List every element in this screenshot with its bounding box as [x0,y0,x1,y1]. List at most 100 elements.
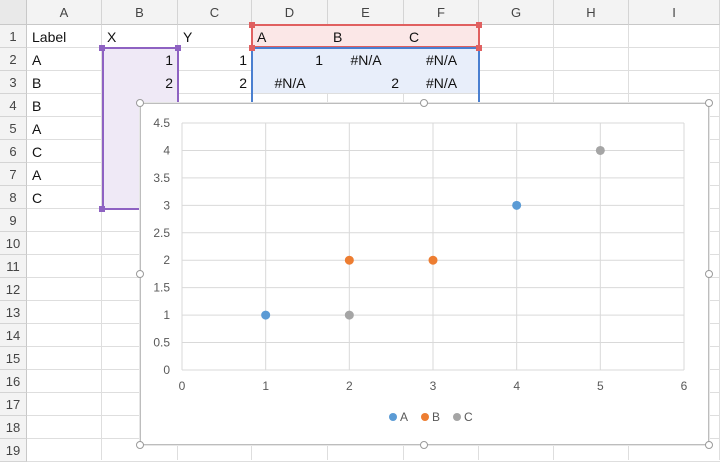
header-range-handle-0[interactable] [249,22,255,28]
header-range-handle-2[interactable] [249,45,255,51]
data-point-c [344,310,354,320]
x-range-handle-1[interactable] [175,45,181,51]
cell-a1[interactable]: Label [32,28,67,45]
x-tick-label: 3 [430,379,437,393]
y-tick-label: 3.5 [153,171,170,185]
legend-label-c: C [464,410,473,424]
data-point-b [428,255,438,265]
cell-b1[interactable]: X [107,28,117,45]
data-point-b [344,255,354,265]
row-header-1[interactable]: 1 [0,25,27,48]
cell-a2[interactable]: A [32,51,42,68]
y-tick-label: 0 [163,363,170,377]
y-tick-label: 4 [163,143,170,157]
cell-a6[interactable]: C [32,143,43,160]
chart-resize-handle-br[interactable] [705,441,713,449]
row-header-2[interactable]: 2 [0,48,27,71]
x-range-handle-0[interactable] [99,45,105,51]
y-tick-label: 1 [163,308,170,322]
y-tick-label: 3 [163,198,170,212]
row-header-6[interactable]: 6 [0,140,27,163]
y-tick-label: 2.5 [153,226,170,240]
chart-resize-handle-tl[interactable] [136,99,144,107]
cell-d3[interactable]: #N/A [274,74,306,91]
cell-f3[interactable]: #N/A [425,74,458,91]
column-header-a[interactable]: A [27,0,102,25]
cell-e2[interactable]: #N/A [350,51,382,68]
cell-c1[interactable]: Y [183,28,193,45]
x-range-handle-2[interactable] [99,206,105,212]
chart-resize-handle-tr[interactable] [705,99,713,107]
x-tick-label: 5 [597,379,604,393]
row-header-4[interactable]: 4 [0,94,27,117]
legend-label-a: A [400,410,408,424]
row-header-14[interactable]: 14 [0,324,27,347]
cell-d1[interactable]: A [257,28,267,45]
legend-marker-c [453,413,461,421]
grid-line [27,93,720,94]
row-header-7[interactable]: 7 [0,163,27,186]
cell-a4[interactable]: B [32,97,42,114]
chart-plot: 0 1 2 3 4 5 6 0 0.5 1 1.5 2 2.5 3 3.5 4 4.5 A B C [153,116,688,424]
data-point-a [261,310,271,320]
cell-d2[interactable]: 1 [315,51,323,68]
cell-b3[interactable]: 2 [165,74,173,91]
row-header-3[interactable]: 3 [0,71,27,94]
row-header-5[interactable]: 5 [0,117,27,140]
column-header-d[interactable]: D [252,0,328,25]
x-tick-label: 2 [346,379,353,393]
cell-e1[interactable]: B [333,28,343,45]
cell-a8[interactable]: C [32,189,43,206]
data-point-a [512,200,522,210]
cell-c3[interactable]: 2 [239,74,247,91]
grid-line [101,25,102,460]
cell-e3[interactable]: 2 [391,74,399,91]
value-range-fill [252,48,478,93]
row-header-13[interactable]: 13 [0,301,27,324]
x-tick-label: 1 [262,379,269,393]
y-tick-label: 1.5 [153,281,170,295]
cell-f2[interactable]: #N/A [425,51,458,68]
row-header-15[interactable]: 15 [0,347,27,370]
y-tick-label: 2 [163,253,170,267]
chart-resize-handle-bl[interactable] [136,441,144,449]
row-header-12[interactable]: 12 [0,278,27,301]
x-tick-label: 0 [179,379,186,393]
y-tick-label: 0.5 [153,336,170,350]
cell-b2[interactable]: 1 [165,51,173,68]
column-header-i[interactable]: I [629,0,720,25]
header-range-fill [252,25,478,47]
row-header-10[interactable]: 10 [0,232,27,255]
chart-resize-handle-left[interactable] [136,270,144,278]
cell-c2[interactable]: 1 [239,51,247,68]
row-header-19[interactable]: 19 [0,439,27,462]
cell-a3[interactable]: B [32,74,42,91]
legend-label-b: B [432,410,440,424]
header-range-handle-1[interactable] [476,22,482,28]
y-tick-label: 4.5 [153,116,170,130]
cell-a5[interactable]: A [32,120,42,137]
row-header-11[interactable]: 11 [0,255,27,278]
scatter-chart[interactable]: 0 1 2 3 4 5 6 0 0.5 1 1.5 2 2.5 3 3.5 4 4.5 A B C [136,99,713,449]
column-header-g[interactable]: G [479,0,554,25]
x-tick-label: 4 [513,379,520,393]
column-header-h[interactable]: H [554,0,629,25]
header-range-handle-3[interactable] [476,45,482,51]
chart-resize-handle-right[interactable] [705,270,713,278]
column-header-c[interactable]: C [178,0,252,25]
row-header-17[interactable]: 17 [0,393,27,416]
column-header-e[interactable]: E [328,0,404,25]
row-header-9[interactable]: 9 [0,209,27,232]
data-point-c [595,145,605,155]
column-header-f[interactable]: F [404,0,479,25]
row-header-8[interactable]: 8 [0,186,27,209]
row-header-18[interactable]: 18 [0,416,27,439]
chart-resize-handle-bottom[interactable] [420,441,428,449]
row-header-16[interactable]: 16 [0,370,27,393]
cell-f1[interactable]: C [409,28,420,45]
cell-a7[interactable]: A [32,166,42,183]
chart-resize-handle-top[interactable] [420,99,428,107]
select-all-corner[interactable] [0,0,27,25]
x-tick-label: 6 [681,379,688,393]
column-header-b[interactable]: B [102,0,178,25]
